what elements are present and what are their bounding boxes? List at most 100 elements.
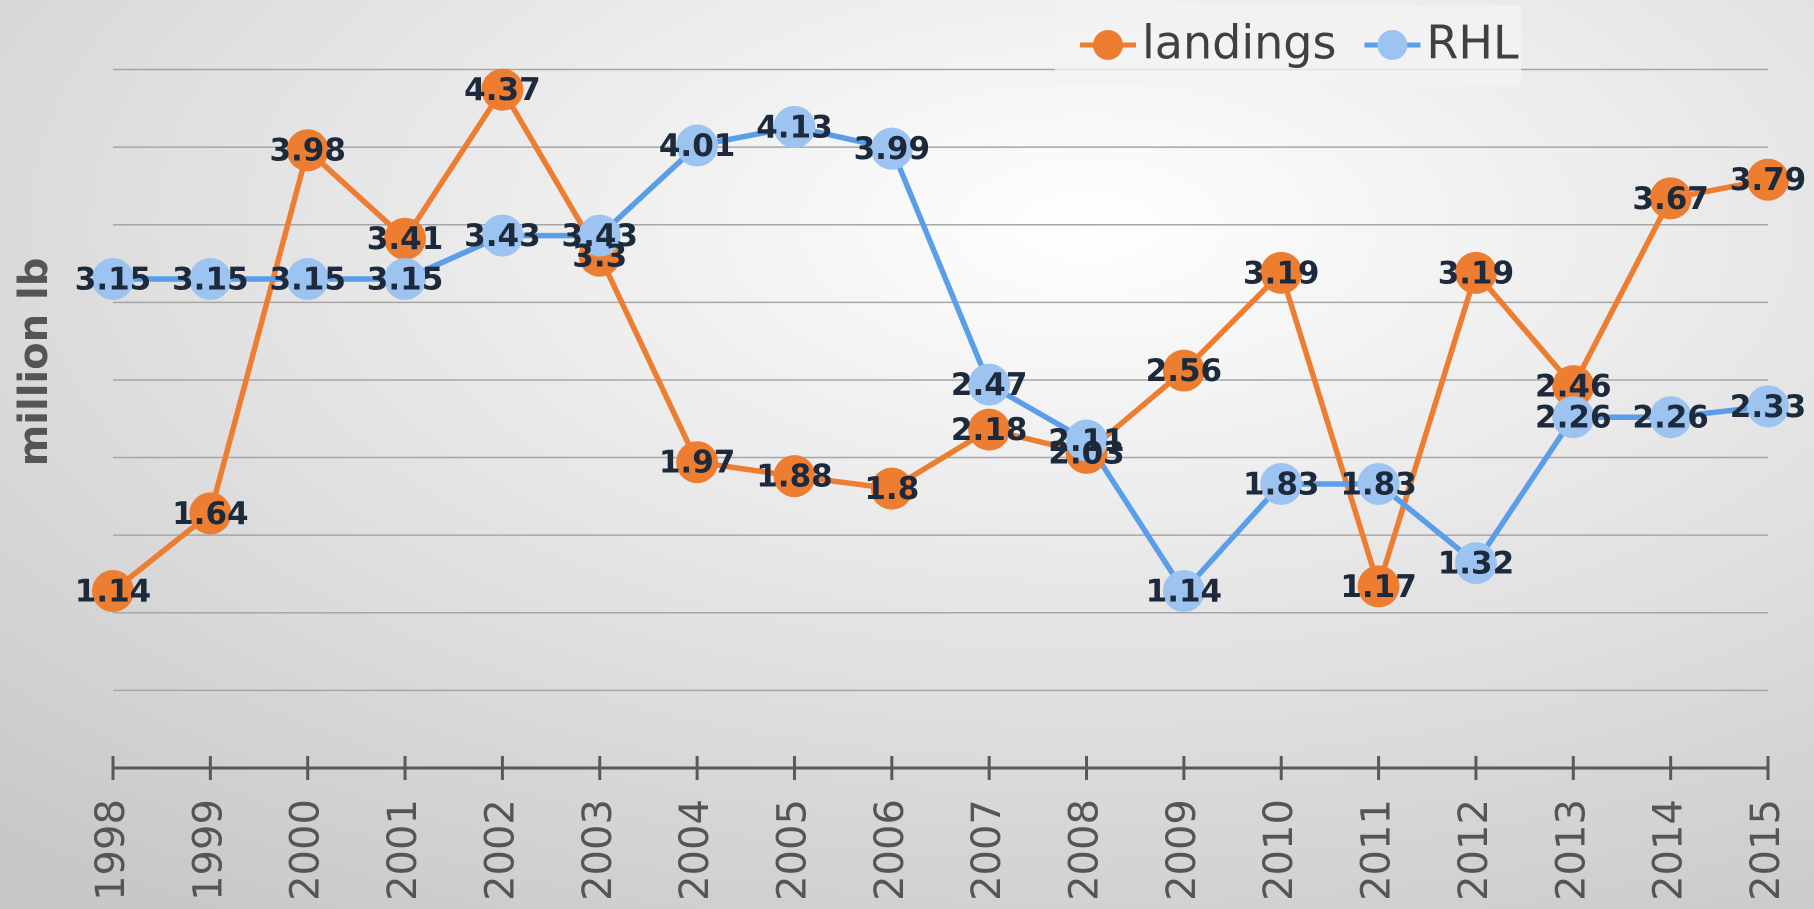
data-label: 1.64 (172, 496, 249, 532)
data-label: 1.14 (1146, 574, 1223, 610)
marker (870, 467, 913, 510)
x-tick-label: 1998 (88, 799, 134, 901)
x-tick-label: 2002 (477, 799, 523, 901)
data-label: 2.47 (951, 367, 1028, 403)
marker (286, 129, 329, 172)
markers (92, 68, 1789, 613)
data-label: 4.37 (464, 72, 541, 108)
data-label: 2.26 (1535, 400, 1612, 436)
marker (1260, 462, 1303, 505)
legend-label: RHL (1426, 16, 1519, 70)
marker (1454, 251, 1497, 294)
data-label: 3.67 (1632, 181, 1709, 217)
marker (676, 441, 719, 484)
data-label: 2.46 (1535, 369, 1612, 405)
data-label: 2.26 (1632, 400, 1709, 436)
marker (968, 408, 1011, 451)
data-label: 3.43 (464, 218, 541, 254)
data-label: 3.15 (269, 262, 346, 298)
x-tick-label: 2007 (964, 799, 1010, 901)
marker (92, 570, 134, 613)
x-tick-label: 2004 (672, 799, 718, 901)
data-label: 2.33 (1730, 389, 1807, 425)
data-label: 2.03 (1048, 435, 1125, 471)
grid (113, 68, 1768, 692)
marker (968, 363, 1011, 406)
data-label: 3.99 (854, 131, 931, 167)
marker (286, 258, 329, 301)
x-tick-label: 2000 (283, 799, 329, 901)
marker (1747, 158, 1789, 201)
data-label: 1.88 (756, 459, 833, 495)
marker (384, 258, 427, 301)
legend-marker (1093, 30, 1123, 60)
x-tick-label: 2005 (769, 799, 815, 901)
marker (1357, 462, 1400, 505)
x-tick-label: 2015 (1743, 799, 1789, 901)
series-line (111, 86, 1769, 594)
data-label: 3.43 (562, 218, 639, 254)
marker (1162, 349, 1205, 392)
y-axis-label: million lb (11, 258, 57, 467)
marker (1552, 365, 1595, 408)
legend-marker (1377, 30, 1408, 60)
data-label: 3.79 (1730, 162, 1807, 198)
data-label: 4.13 (756, 109, 833, 145)
marker (384, 217, 427, 260)
data-label: 1.97 (659, 445, 736, 481)
marker (1649, 177, 1692, 220)
x-tick-label: 2001 (380, 799, 426, 901)
data-label: 1.14 (75, 574, 152, 610)
marker (1260, 251, 1303, 294)
x-axis: 1998 1999 2000 2001 2002 2003 2004 2005 2006 2007… (88, 756, 1789, 901)
legend: landings RHL (1055, 5, 1521, 86)
x-tick-label: 2006 (867, 799, 913, 901)
data-label: 3.15 (172, 262, 249, 298)
data-label: 3.15 (75, 262, 152, 298)
data-label: 3.3 (572, 238, 627, 274)
x-tick-label: 2003 (575, 799, 621, 901)
marker (870, 127, 913, 170)
data-label: 3.98 (269, 133, 346, 169)
marker (1357, 565, 1400, 608)
legend-label: landings (1142, 16, 1336, 70)
x-tick-label: 2010 (1256, 799, 1302, 901)
marker (1747, 385, 1789, 428)
marker (481, 214, 524, 257)
data-label: 1.8 (864, 471, 919, 507)
x-tick-label: 1999 (185, 799, 231, 901)
marker (92, 258, 134, 301)
data-label: 1.83 (1243, 466, 1320, 502)
data-label: 2.11 (1048, 423, 1125, 459)
data-label: 1.83 (1340, 466, 1417, 502)
data-label: 3.19 (1438, 255, 1515, 291)
data-labels: 1.14 1.64 3.98 3.41 4.37 3.3 1.97 1.88 1.8 2.18 2.… (75, 72, 1807, 609)
marker (189, 492, 232, 535)
marker (1065, 419, 1108, 462)
marker (773, 455, 816, 498)
marker (1649, 396, 1692, 439)
marker (578, 214, 621, 257)
x-tick-label: 2013 (1548, 799, 1594, 901)
data-label: 2.56 (1146, 353, 1223, 389)
marker (1454, 542, 1497, 585)
marker (1552, 396, 1595, 439)
data-label: 4.01 (659, 128, 736, 164)
data-label: 2.18 (951, 412, 1028, 448)
data-label: 1.17 (1340, 569, 1417, 605)
x-tick-label: 2009 (1159, 799, 1205, 901)
marker (1162, 570, 1205, 613)
marker (676, 124, 719, 167)
x-tick-label: 2011 (1354, 799, 1400, 901)
data-label: 3.15 (367, 262, 444, 298)
data-label: 3.41 (367, 221, 444, 257)
x-tick-label: 2012 (1451, 799, 1497, 901)
data-label: 3.19 (1243, 255, 1320, 291)
marker (189, 258, 232, 301)
x-tick-label: 2008 (1062, 799, 1108, 901)
data-label: 1.32 (1438, 546, 1515, 582)
marker (481, 68, 524, 111)
marker (773, 105, 816, 148)
x-tick-label: 2014 (1646, 799, 1692, 901)
